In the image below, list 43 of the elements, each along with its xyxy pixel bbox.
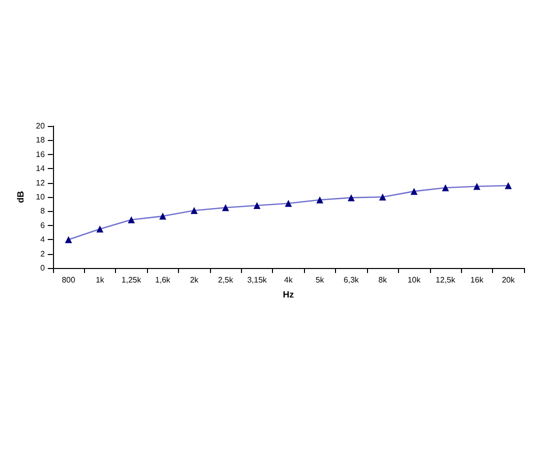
y-tick-label: 18: [36, 136, 46, 145]
x-tick-label: 8k: [378, 276, 388, 284]
x-tick-label: 800: [62, 276, 76, 284]
y-tick-label: 12: [36, 178, 46, 188]
y-tick-label: 10: [36, 192, 46, 202]
point: [316, 196, 324, 204]
point: [222, 204, 230, 212]
x-tick-label: 6,3k: [344, 276, 360, 284]
point: [284, 200, 292, 207]
point: [504, 182, 512, 190]
x-tick-label: 16k: [470, 276, 484, 284]
y-tick-label: 14: [36, 164, 46, 174]
x-tick-label: 2,5k: [218, 276, 234, 284]
x-tick-label: 1,6k: [155, 276, 172, 284]
x-tick-label: 12,5k: [436, 276, 456, 284]
x-tick-label: 5k: [316, 276, 326, 284]
x-tick-label: 10k: [408, 276, 422, 284]
y-tick-label: 8: [40, 206, 46, 216]
x-tick-label: 20k: [502, 276, 516, 284]
y-tick-label: 4: [40, 235, 46, 244]
y-tick-label: 6: [40, 220, 46, 230]
point: [410, 188, 418, 195]
point: [128, 216, 135, 224]
point: [190, 206, 198, 214]
x-tick-label: 1,25k: [122, 276, 142, 284]
x-axis-title: Hz: [282, 290, 294, 300]
y-axis-title: dB: [16, 190, 26, 203]
point: [159, 212, 166, 220]
x-tick-label: 2k: [190, 276, 200, 284]
point: [348, 194, 355, 202]
x-tick-label: 1k: [96, 276, 106, 284]
point: [442, 184, 449, 192]
x-tick-label: 3,15k: [247, 276, 268, 284]
point: [379, 194, 386, 200]
x-tick-label: 4k: [284, 276, 294, 284]
point: [96, 225, 104, 232]
y-tick-label: 20: [36, 122, 46, 130]
y-tick-label: 2: [40, 249, 46, 258]
y-tick-label: 0: [40, 264, 46, 272]
point: [253, 202, 260, 210]
y-tick-label: 16: [36, 150, 46, 159]
point: [473, 182, 480, 190]
point: [65, 236, 72, 244]
